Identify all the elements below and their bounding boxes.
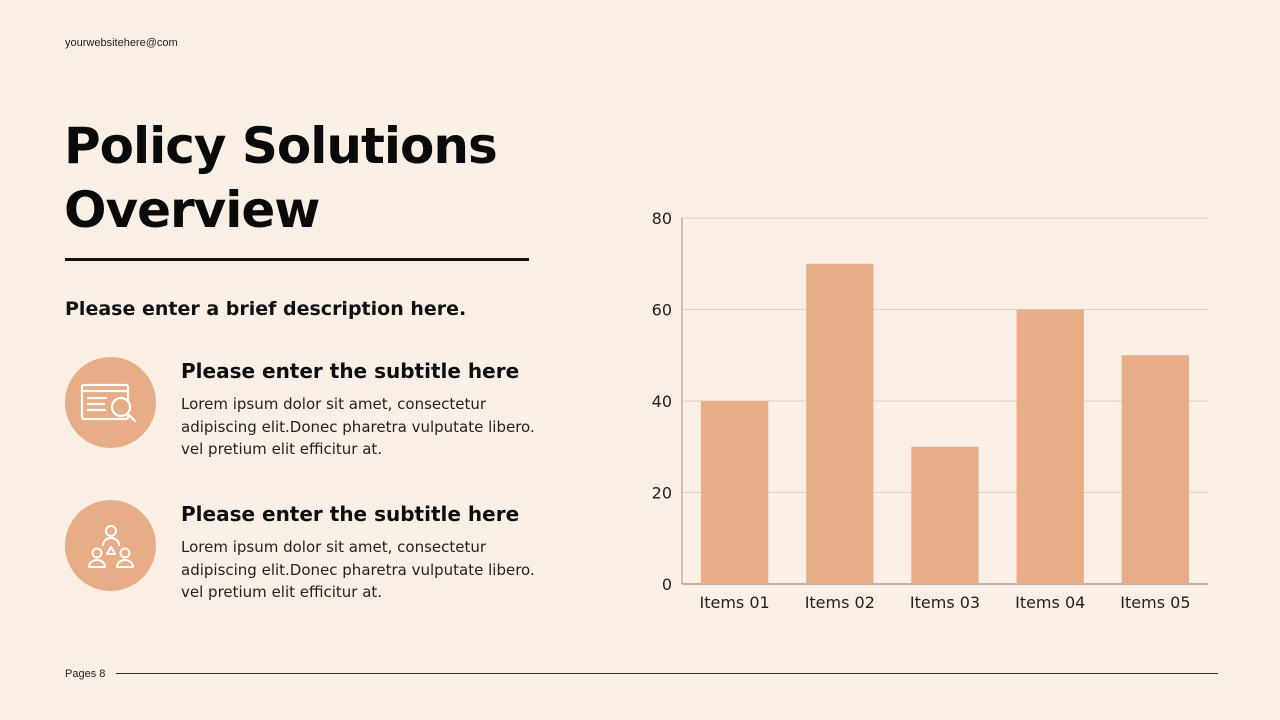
feature-subtitle-1: Please enter the subtitle here bbox=[181, 359, 520, 383]
page-title-line-2: Overview bbox=[64, 181, 321, 239]
y-tick-label-0: 0 bbox=[662, 575, 672, 594]
feature-body-1-line-3: vel pretium elit efficitur at. bbox=[181, 440, 383, 458]
y-tick-label-80: 80 bbox=[652, 209, 672, 228]
feature-item-1: Please enter the subtitle here Lorem ips… bbox=[65, 357, 585, 458]
x-tick-label-2: Items 02 bbox=[805, 593, 875, 612]
x-tick-label-1: Items 01 bbox=[699, 593, 769, 612]
y-tick-label-60: 60 bbox=[652, 301, 672, 320]
feature-body-2: Lorem ipsum dolor sit amet, consectetur … bbox=[181, 536, 581, 604]
feature-body-2-line-1: Lorem ipsum dolor sit amet, consectetur bbox=[181, 538, 487, 556]
bar-2 bbox=[806, 263, 874, 584]
feature-body-2-line-2: adipiscing elit.Donec pharetra vulputate… bbox=[181, 560, 535, 579]
team-people-icon bbox=[87, 524, 134, 568]
y-tick-label-40: 40 bbox=[652, 392, 672, 411]
bar-4 bbox=[1016, 309, 1084, 584]
x-tick-label-4: Items 04 bbox=[1015, 593, 1085, 612]
document-search-icon bbox=[80, 383, 136, 422]
feature-item-2: Please enter the subtitle here Lorem ips… bbox=[65, 500, 585, 601]
description-text: Please enter a brief description here. bbox=[65, 298, 467, 320]
feature-body-1-line-2: adipiscing elit.Donec pharetra vulputate… bbox=[181, 417, 535, 436]
feature-badge-2 bbox=[65, 500, 156, 591]
x-tick-label-5: Items 05 bbox=[1120, 593, 1190, 612]
feature-body-1: Lorem ipsum dolor sit amet, consectetur … bbox=[181, 393, 581, 461]
website-label: yourwebsitehere@com bbox=[65, 37, 178, 49]
footer-divider bbox=[116, 673, 1218, 674]
feature-badge-1 bbox=[65, 357, 156, 448]
page-title-line-1: Policy Solutions bbox=[64, 117, 498, 175]
y-tick-label-20: 20 bbox=[652, 484, 672, 503]
bar-1 bbox=[700, 401, 769, 584]
bar-3 bbox=[911, 446, 979, 584]
title-divider bbox=[65, 258, 529, 261]
feature-body-1-line-1: Lorem ipsum dolor sit amet, consectetur bbox=[181, 395, 487, 413]
feature-subtitle-2: Please enter the subtitle here bbox=[181, 502, 520, 526]
page-title: Policy Solutions Overview bbox=[64, 114, 498, 242]
page-number: Pages 8 bbox=[65, 668, 106, 680]
bar-5 bbox=[1121, 355, 1190, 584]
feature-body-2-line-3: vel pretium elit efficitur at. bbox=[181, 583, 383, 601]
bar-chart: 0 20 40 60 80 Items 01 Items 02 Items 03 Items 0… bbox=[652, 209, 1208, 612]
x-tick-label-3: Items 03 bbox=[910, 593, 980, 612]
